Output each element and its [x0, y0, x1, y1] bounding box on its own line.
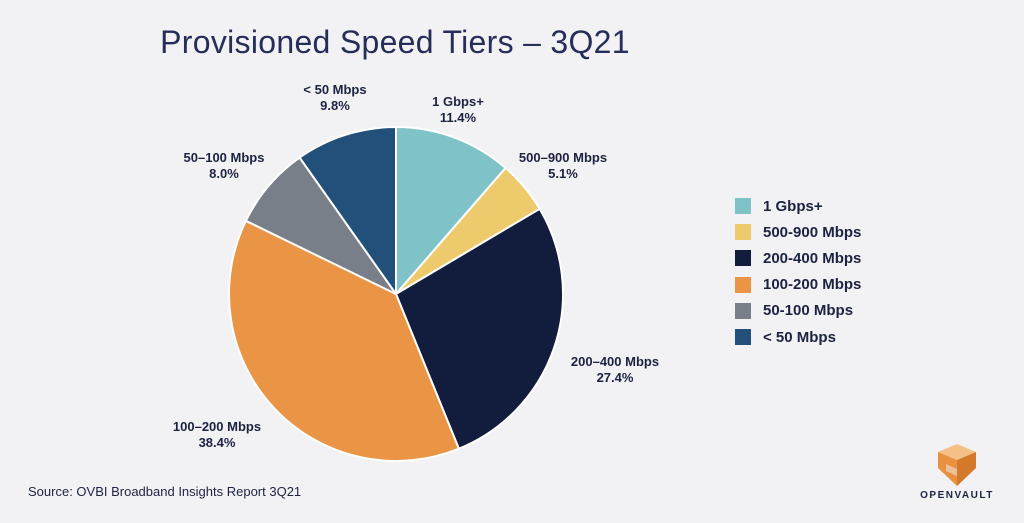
pie-slice [394, 207, 564, 451]
openvault-logo: OPENVAULT [917, 440, 997, 501]
pie-slice [228, 219, 461, 462]
slice-label: 200–400 Mbps [571, 354, 659, 369]
slice-value-label: 9.8% [320, 98, 350, 113]
chart-title: Provisioned Speed Tiers – 3Q21 [160, 24, 630, 60]
pie-slice [298, 125, 397, 298]
legend-label: < 50 Mbps [763, 328, 836, 346]
logo-wordmark: OPENVAULT [920, 490, 994, 501]
slice-label: 1 Gbps+ [432, 94, 484, 109]
slice-label: 100–200 Mbps [173, 419, 261, 434]
legend-item: 500-900 Mbps [735, 219, 935, 245]
legend-swatch [735, 250, 751, 267]
legend-item: 50-100 Mbps [735, 298, 935, 324]
legend-item: 200-400 Mbps [735, 245, 935, 271]
legend-swatch [735, 329, 751, 346]
legend: 1 Gbps+ 500-900 Mbps 200-400 Mbps 100-200 M… [735, 193, 935, 350]
legend-label: 1 Gbps+ [763, 197, 823, 215]
legend-swatch [735, 224, 751, 241]
slice-value-label: 5.1% [548, 166, 578, 181]
slice-value-label: 38.4% [199, 435, 236, 450]
slice-value-label: 11.4% [440, 110, 477, 125]
legend-swatch [735, 302, 751, 319]
legend-item: 1 Gbps+ [735, 193, 935, 219]
legend-label: 50-100 Mbps [763, 302, 854, 320]
legend-swatch [735, 198, 751, 215]
slice-label: 50–100 Mbps [184, 150, 265, 165]
openvault-logo-icon [938, 444, 976, 486]
source-note: Source: OVBI Broadband Insights Report 3… [28, 484, 302, 499]
legend-label: 200-400 Mbps [763, 249, 862, 267]
legend-label: 100-200 Mbps [763, 276, 862, 294]
slice-value-label: 8.0% [209, 166, 239, 181]
legend-item: < 50 Mbps [735, 324, 935, 350]
legend-swatch [735, 276, 751, 293]
slice-value-label: 27.4% [597, 370, 634, 385]
legend-item: 100-200 Mbps [735, 272, 935, 298]
slice-label: 500–900 Mbps [519, 150, 607, 165]
slice-label: < 50 Mbps [303, 82, 366, 97]
pie-slice [395, 125, 507, 297]
legend-label: 500-900 Mbps [763, 223, 862, 241]
